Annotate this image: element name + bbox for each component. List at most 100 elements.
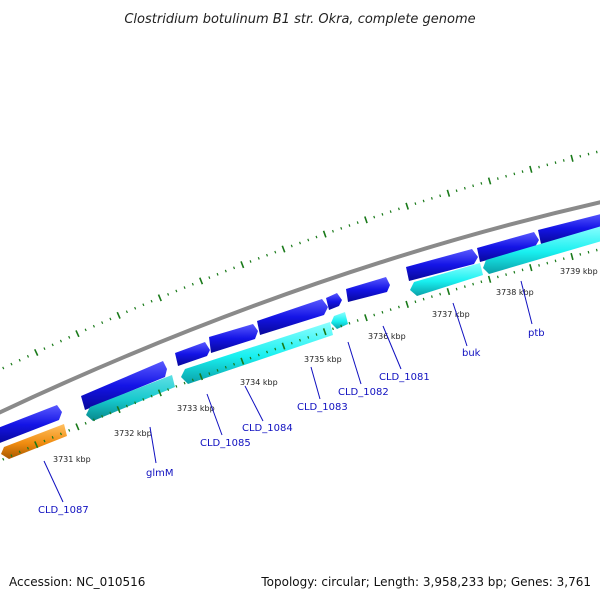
ruler-tick [487, 177, 492, 185]
gene-reverse-cyan-4[interactable] [483, 225, 600, 274]
ruler-tick [43, 347, 46, 351]
gene-reverse-cyan-1[interactable] [181, 322, 333, 384]
ruler-tick [109, 411, 112, 415]
ruler-tick [307, 335, 310, 339]
ruler-tick [496, 177, 499, 180]
ruler-tick [373, 313, 376, 317]
ruler-tick [18, 358, 21, 362]
gene-forward-5[interactable] [257, 299, 328, 335]
gene-label[interactable]: ptb [528, 328, 545, 339]
ruler-tick [505, 273, 508, 276]
ruler-tick [487, 275, 492, 283]
genome-backbone [0, 200, 600, 415]
ruler-tick [191, 282, 194, 286]
ruler-tick [480, 280, 483, 284]
ruler-tick [340, 324, 343, 328]
ruler-tick [513, 172, 516, 176]
ruler-tick [191, 378, 194, 382]
leader-line [347, 341, 362, 385]
gene-orange[interactable] [1, 424, 67, 459]
ruler-tick [480, 181, 483, 185]
ruler-tick [455, 189, 458, 193]
ruler-tick [546, 261, 549, 265]
gene-label[interactable]: CLD_1082 [338, 387, 389, 398]
gene-forward-7[interactable] [346, 277, 390, 302]
ruler-tick [414, 300, 417, 304]
kbp-label: 3736 kbp [368, 332, 406, 341]
gene-label[interactable]: glmM [146, 468, 174, 479]
gene-label[interactable]: CLD_1087 [38, 505, 89, 516]
ruler-tick [199, 277, 204, 285]
ruler-tick [142, 303, 145, 307]
gene-forward-3[interactable] [175, 342, 210, 366]
ruler-tick [116, 311, 121, 319]
gene-label[interactable]: CLD_1085 [200, 438, 251, 449]
ruler-tick [472, 184, 475, 188]
leader-line [310, 366, 321, 400]
ruler-tick [274, 250, 277, 254]
gene-forward-8[interactable] [406, 249, 478, 281]
ruler-tick [397, 207, 400, 211]
ruler-tick [249, 356, 252, 360]
kbp-label: 3734 kbp [240, 378, 278, 387]
ruler-tick [356, 319, 359, 322]
gene-label[interactable]: CLD_1084 [242, 423, 293, 434]
ruler-tick [538, 165, 540, 169]
ruler-tick [43, 439, 46, 443]
ruler-tick [240, 261, 245, 269]
ruler-tick [422, 297, 425, 301]
gene-forward-10[interactable] [538, 213, 600, 244]
gene-forward-9[interactable] [477, 232, 539, 262]
gene-forward-2[interactable] [81, 361, 167, 410]
ruler-tick [389, 210, 392, 213]
gene-reverse-cyan-2[interactable] [331, 312, 348, 329]
inner-tick-row [2, 248, 598, 461]
ruler-tick [455, 287, 458, 291]
ruler-tick [513, 270, 516, 274]
gene-label[interactable]: CLD_1081 [379, 372, 430, 383]
ruler-tick [348, 224, 351, 227]
gene-forward-4[interactable] [209, 324, 258, 353]
ruler-tick [587, 152, 590, 156]
ruler-tick [307, 238, 310, 242]
ruler-tick [529, 165, 533, 173]
ruler-tick [299, 241, 301, 245]
kbp-label: 3735 kbp [304, 355, 342, 364]
gene-forward-6[interactable] [326, 293, 342, 310]
ruler-tick [59, 339, 63, 343]
ruler-tick [290, 341, 293, 345]
ruler-tick [142, 398, 145, 401]
ruler-tick [299, 338, 301, 342]
ruler-tick [397, 305, 400, 309]
ruler-tick [249, 260, 252, 263]
gene-label[interactable]: CLD_1083 [297, 402, 348, 413]
gene-glmM[interactable] [86, 375, 175, 421]
ruler-tick [224, 269, 227, 273]
ruler-tick [274, 347, 277, 351]
leader-line [452, 302, 468, 347]
gene-reverse-cyan-3[interactable] [410, 263, 483, 296]
gene-leader-lines [43, 280, 533, 503]
ruler-tick [595, 248, 598, 252]
leader-line [206, 393, 223, 436]
ruler-tick [101, 321, 104, 324]
map-title: Clostridium botulinum B1 str. Okra, comp… [124, 12, 475, 27]
ruler-tick [208, 372, 211, 375]
kbp-labels: 3731 kbp 3732 kbp 3733 kbp 3734 kbp 3735… [53, 267, 598, 464]
ruler-tick [463, 186, 466, 190]
ruler-tick [34, 441, 39, 449]
gene-label[interactable]: buk [462, 348, 481, 359]
ruler-tick [2, 366, 5, 370]
kbp-label: 3732 kbp [114, 429, 152, 438]
ruler-tick [257, 353, 260, 357]
ruler-tick [562, 159, 565, 162]
gene-forward-1[interactable] [0, 405, 62, 444]
ruler-tick [322, 230, 327, 238]
ruler-tick [505, 174, 507, 178]
ruler-tick [51, 343, 54, 347]
ruler-tick [167, 292, 170, 296]
ruler-tick [405, 202, 409, 210]
ruler-tick [439, 194, 442, 198]
kbp-label: 3737 kbp [432, 310, 470, 319]
ruler-tick [109, 317, 112, 321]
